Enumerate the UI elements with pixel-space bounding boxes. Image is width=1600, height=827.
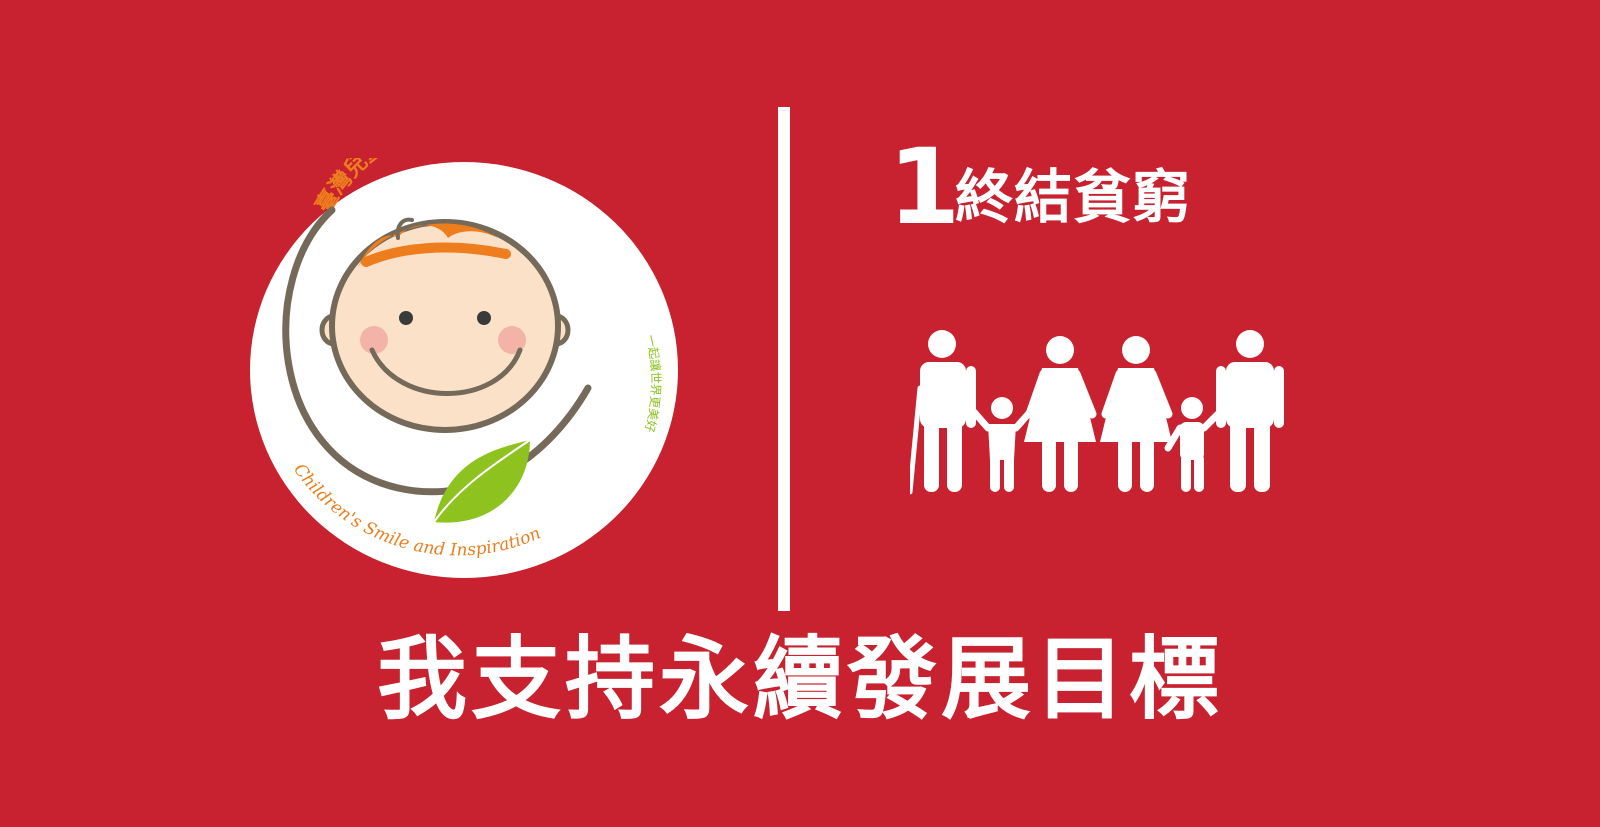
logo-hair-curl	[395, 217, 414, 240]
mother-figure	[1100, 336, 1173, 492]
child-figure-left	[970, 397, 1034, 492]
logo-right-eye	[477, 311, 491, 325]
slogan: 我支持永續發展目標	[377, 627, 1223, 732]
logo-smile	[369, 347, 523, 396]
logo-arm-curve	[282, 206, 592, 496]
logo-right-cheek	[498, 326, 526, 354]
goal-title: 終結貧窮	[955, 163, 1192, 231]
vertical-divider	[778, 107, 790, 611]
child-figure-right	[1164, 397, 1222, 492]
logo-left-cheek	[360, 326, 388, 354]
family-icon	[910, 330, 1300, 500]
association-logo-graphic: 臺灣兒童健康暨身心發展協會 一起讓世界更美好 Children's Smile …	[250, 158, 678, 578]
association-logo: 臺灣兒童健康暨身心發展協會 一起讓世界更美好 Children's Smile …	[248, 158, 684, 580]
father-figure	[1216, 330, 1284, 492]
logo-left-eye	[399, 311, 413, 325]
goal-number: 1	[888, 126, 960, 248]
logo-hair-fringe	[361, 242, 511, 267]
grandmother-figure	[1024, 336, 1097, 492]
logo-leaf	[434, 440, 530, 523]
grandfather-figure	[910, 330, 976, 495]
logo-leaf-vein	[433, 439, 531, 523]
